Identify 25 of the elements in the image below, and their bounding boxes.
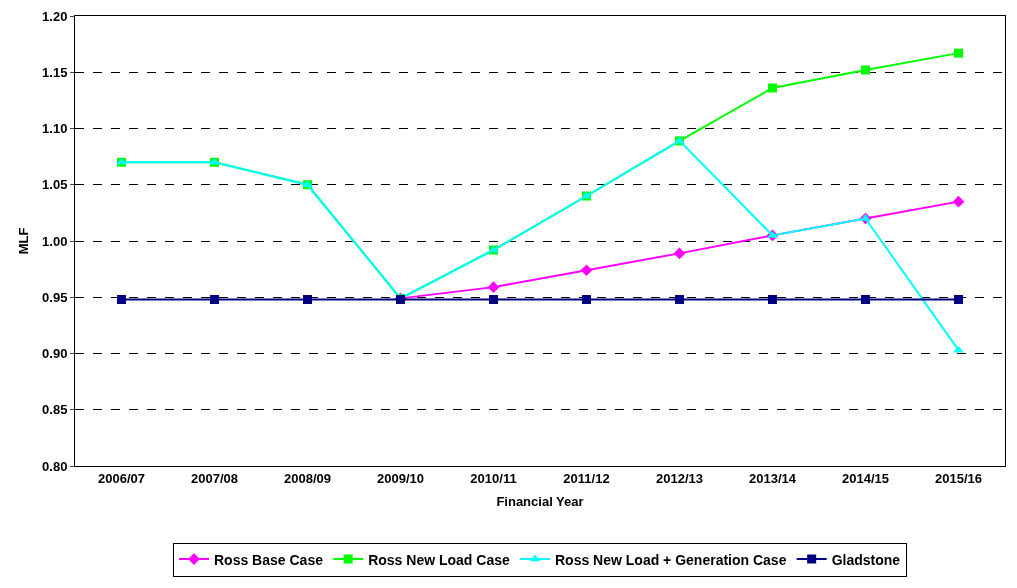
y-tick-label: 0.95 bbox=[42, 289, 68, 305]
legend-label: Ross New Load + Generation Case bbox=[554, 551, 787, 568]
y-tick-label: 0.90 bbox=[42, 346, 68, 362]
y-tick-label: 1.15 bbox=[42, 64, 68, 80]
legend-label: Gladstone bbox=[831, 551, 901, 568]
x-tick-label: 2011/12 bbox=[563, 470, 610, 486]
x-axis-title: Financial Year bbox=[496, 494, 584, 510]
x-tick-label: 2012/13 bbox=[656, 470, 703, 486]
x-tick-label: 2014/15 bbox=[842, 470, 889, 486]
x-tick-label: 2013/14 bbox=[749, 470, 797, 486]
x-tick-label: 2008/09 bbox=[284, 470, 331, 486]
legend-label: Ross Base Case bbox=[214, 551, 324, 568]
x-tick-label: 2006/07 bbox=[98, 470, 145, 486]
y-tick-label: 0.85 bbox=[42, 402, 68, 418]
x-tick-label: 2007/08 bbox=[191, 470, 238, 486]
y-tick-label: 1.05 bbox=[42, 177, 68, 193]
x-tick-label: 2015/16 bbox=[935, 470, 982, 486]
y-tick-label: 0.80 bbox=[42, 458, 68, 474]
y-tick-label: 1.20 bbox=[42, 8, 68, 24]
x-tick-label: 2009/10 bbox=[377, 470, 424, 486]
legend-label: Ross New Load Case bbox=[368, 551, 510, 568]
y-tick-label: 1.10 bbox=[42, 121, 68, 137]
x-tick-label: 2010/11 bbox=[470, 470, 517, 486]
y-axis-title: MLF bbox=[16, 227, 32, 255]
y-tick-label: 1.00 bbox=[42, 233, 68, 249]
